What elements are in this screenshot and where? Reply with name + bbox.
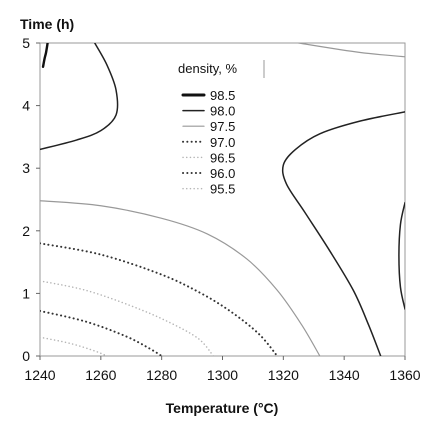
legend-label-95-5: 95.5 — [210, 182, 235, 197]
contour-96-5-segment-1 — [40, 280, 215, 356]
legend-label-98-5: 98.5 — [210, 88, 235, 103]
legend-label-98-0: 98.0 — [210, 104, 235, 119]
contour-98-0-segment-3 — [398, 201, 405, 310]
y-tick-label: 2 — [22, 223, 30, 239]
legend-label-97-5: 97.5 — [210, 119, 235, 134]
y-tick-label: 1 — [22, 285, 30, 301]
legend-box — [168, 57, 268, 210]
legend-items: 98.598.097.597.096.596.095.5 — [181, 88, 235, 197]
legend-title: density, % — [178, 61, 237, 76]
contour-97-0-segment-1 — [40, 242, 279, 356]
y-tick-label: 3 — [22, 160, 30, 176]
y-tick-label: 4 — [22, 98, 30, 114]
x-tick-label: 1360 — [389, 367, 420, 383]
contour-98-5-segment-1 — [41, 43, 49, 68]
x-tick-label: 1320 — [268, 367, 299, 383]
legend: density, % 98.598.097.597.096.596.095.5 — [168, 57, 268, 210]
x-tick-label: 1240 — [24, 367, 55, 383]
legend-label-96-0: 96.0 — [210, 166, 235, 181]
contour-95-5-segment-1 — [40, 336, 108, 356]
y-tick-label: 5 — [22, 35, 30, 51]
x-axis-ticks: 1240 1260 1280 1300 1320 1340 1360 — [24, 356, 421, 383]
contour-lines — [40, 43, 405, 356]
legend-label-96-5: 96.5 — [210, 150, 235, 165]
x-tick-label: 1340 — [329, 367, 360, 383]
contour-98-0-segment-1 — [40, 43, 119, 151]
x-axis-title: Temperature (°C) — [166, 400, 279, 416]
contour-97-5-segment-2 — [297, 43, 405, 58]
y-axis-ticks: 0 1 2 3 4 5 — [22, 35, 40, 364]
y-axis-title: Time (h) — [20, 16, 74, 32]
legend-label-97-0: 97.0 — [210, 135, 235, 150]
x-tick-label: 1300 — [207, 367, 238, 383]
contour-98-0-segment-2 — [281, 111, 405, 356]
x-tick-label: 1280 — [146, 367, 177, 383]
contour-97-5-segment-1 — [40, 200, 321, 356]
x-tick-label: 1260 — [85, 367, 116, 383]
y-tick-label: 0 — [22, 348, 30, 364]
